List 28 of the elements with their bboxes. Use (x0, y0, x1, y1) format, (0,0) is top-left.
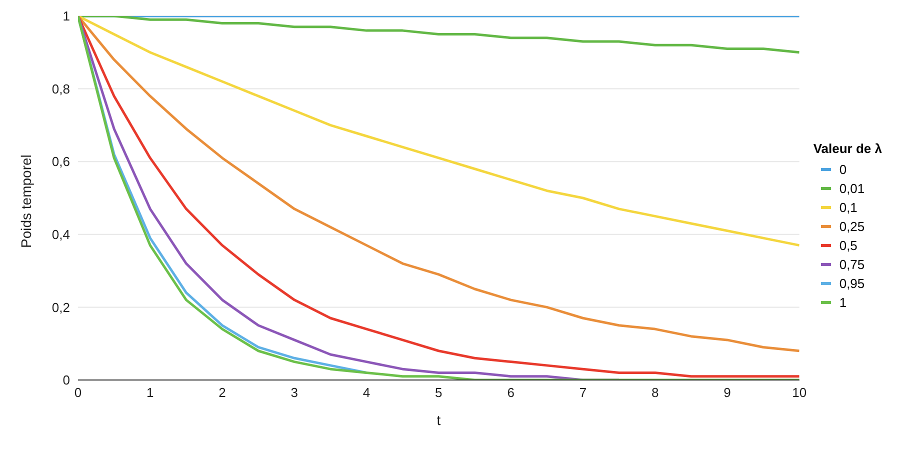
x-tick-label: 7 (579, 385, 587, 400)
legend-label: 0,95 (839, 276, 865, 291)
x-tick-label: 1 (146, 385, 154, 400)
x-tick-label: 3 (290, 385, 298, 400)
y-tick-label: 0,8 (52, 81, 70, 96)
x-tick-label: 0 (74, 385, 82, 400)
x-tick-label: 10 (792, 385, 807, 400)
legend-label: 0,5 (839, 238, 858, 253)
x-tick-label: 6 (507, 385, 514, 400)
legend-label: 0 (839, 162, 847, 177)
y-axis-title: Poids temporel (18, 154, 34, 248)
x-tick-label: 5 (435, 385, 442, 400)
legend-title: Valeur de λ (813, 141, 882, 156)
legend-label: 1 (839, 295, 847, 310)
y-tick-label: 0 (62, 372, 70, 388)
y-tick-label: 0,2 (52, 300, 70, 315)
legend-label: 0,25 (839, 219, 865, 234)
x-axis-title: t (436, 412, 441, 428)
y-tick-label: 1 (62, 8, 70, 24)
x-tick-label: 2 (218, 385, 226, 400)
legend-label: 0,01 (839, 181, 865, 196)
y-tick-label: 0,6 (52, 154, 70, 170)
x-tick-label: 9 (724, 385, 731, 400)
x-tick-label: 8 (651, 385, 659, 400)
y-tick-label: 0,4 (52, 227, 70, 242)
legend-label: 0,1 (839, 200, 858, 215)
legend-label: 0,75 (839, 257, 865, 272)
x-tick-label: 4 (362, 385, 370, 400)
